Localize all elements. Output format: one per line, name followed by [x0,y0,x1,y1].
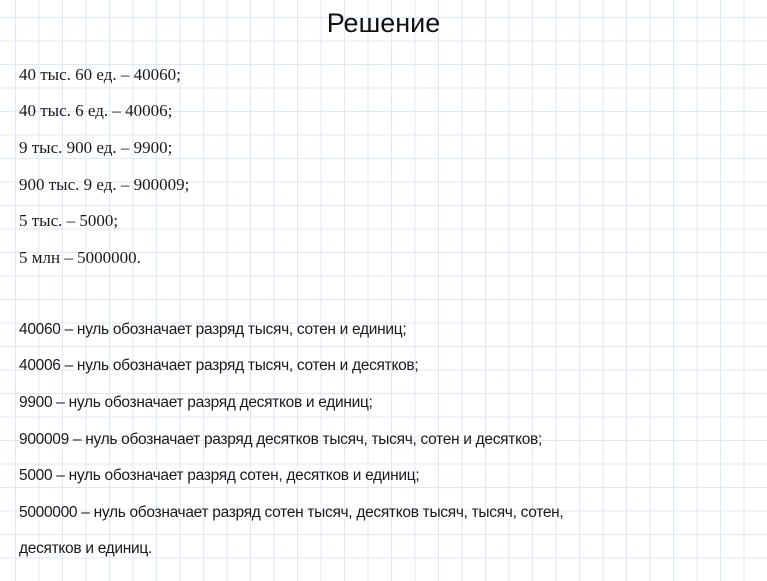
explanation-line: 5000000 – нуль обозначает разряд сотен т… [19,504,564,521]
number-line: 900 тыс. 9 ед. – 900009; [19,175,190,194]
explanation-line: 9900 – нуль обозначает разряд десятков и… [19,394,373,411]
page-title: Решение [326,8,441,38]
number-line: 40 тыс. 6 ед. – 40006; [19,101,173,120]
number-line: 40 тыс. 60 ед. – 40060; [19,65,181,84]
explanation-line: 40006 – нуль обозначает разряд тысяч, со… [19,357,419,374]
explanation-line: 900009 – нуль обозначает разряд десятков… [19,431,542,448]
number-line: 5 млн – 5000000. [19,248,141,267]
explanation-line: десятков и единиц. [19,540,152,557]
explanation-line: 40060 – нуль обозначает разряд тысяч, со… [19,321,407,338]
number-line: 9 тыс. 900 ед. – 9900; [19,138,173,157]
explanation-line: 5000 – нуль обозначает разряд сотен, дес… [19,467,420,484]
number-line: 5 тыс. – 5000; [19,211,119,230]
